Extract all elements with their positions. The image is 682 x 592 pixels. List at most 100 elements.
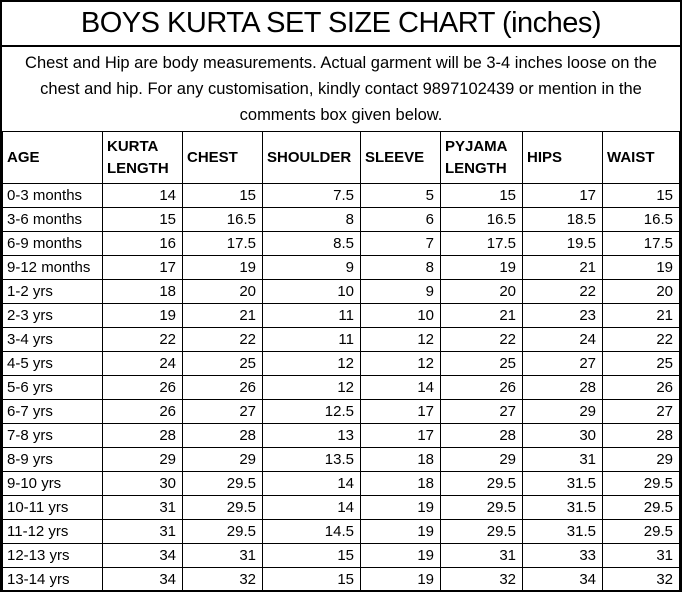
value-cell: 31.5	[522, 471, 603, 496]
value-cell: 19	[360, 519, 441, 544]
column-header: HIPS	[522, 131, 603, 184]
value-cell: 17	[102, 255, 183, 280]
value-cell: 31	[602, 543, 680, 568]
value-cell: 15	[102, 207, 183, 232]
value-cell: 14	[262, 495, 361, 520]
value-cell: 12	[262, 351, 361, 376]
value-cell: 16.5	[440, 207, 523, 232]
value-cell: 15	[440, 183, 523, 208]
column-header: WAIST	[602, 131, 680, 184]
value-cell: 18	[360, 471, 441, 496]
value-cell: 21	[440, 303, 523, 328]
table-row: 7-8 yrs 28 28 13 17 28 30 28	[2, 423, 680, 448]
value-cell: 21	[522, 255, 603, 280]
value-cell: 15	[602, 183, 680, 208]
value-cell: 19	[360, 495, 441, 520]
value-cell: 13.5	[262, 447, 361, 472]
value-cell: 27	[602, 399, 680, 424]
value-cell: 15	[182, 183, 263, 208]
value-cell: 29	[602, 447, 680, 472]
value-cell: 30	[102, 471, 183, 496]
value-cell: 31	[522, 447, 603, 472]
age-cell: 2-3 yrs	[2, 303, 103, 328]
value-cell: 20	[440, 279, 523, 304]
value-cell: 31	[102, 519, 183, 544]
value-cell: 19	[182, 255, 263, 280]
value-cell: 7.5	[262, 183, 361, 208]
value-cell: 24	[522, 327, 603, 352]
age-cell: 13-14 yrs	[2, 567, 103, 590]
age-cell: 9-10 yrs	[2, 471, 103, 496]
value-cell: 8	[360, 255, 441, 280]
age-cell: 12-13 yrs	[2, 543, 103, 568]
table-row: 6-7 yrs 26 27 12.5 17 27 29 27	[2, 399, 680, 424]
column-header: PYJAMA LENGTH	[440, 131, 523, 184]
value-cell: 5	[360, 183, 441, 208]
table-row: 2-3 yrs 19 21 11 10 21 23 21	[2, 303, 680, 328]
title-box: BOYS KURTA SET SIZE CHART (inches)	[2, 2, 680, 47]
value-cell: 29.5	[182, 471, 263, 496]
value-cell: 14	[102, 183, 183, 208]
value-cell: 33	[522, 543, 603, 568]
column-header: KURTA LENGTH	[102, 131, 183, 184]
age-cell: 9-12 months	[2, 255, 103, 280]
value-cell: 11	[262, 303, 361, 328]
column-header: CHEST	[182, 131, 263, 184]
value-cell: 29.5	[182, 495, 263, 520]
value-cell: 20	[182, 279, 263, 304]
value-cell: 21	[602, 303, 680, 328]
value-cell: 17	[522, 183, 603, 208]
value-cell: 29	[440, 447, 523, 472]
value-cell: 19	[440, 255, 523, 280]
table-row: 4-5 yrs 24 25 12 12 25 27 25	[2, 351, 680, 376]
value-cell: 25	[602, 351, 680, 376]
value-cell: 29.5	[602, 519, 680, 544]
value-cell: 34	[102, 543, 183, 568]
table-row: 5-6 yrs 26 26 12 14 26 28 26	[2, 375, 680, 400]
value-cell: 16	[102, 231, 183, 256]
age-cell: 1-2 yrs	[2, 279, 103, 304]
value-cell: 29	[102, 447, 183, 472]
value-cell: 34	[522, 567, 603, 590]
value-cell: 28	[440, 423, 523, 448]
value-cell: 17.5	[440, 231, 523, 256]
value-cell: 9	[360, 279, 441, 304]
value-cell: 22	[182, 327, 263, 352]
value-cell: 9	[262, 255, 361, 280]
age-cell: 6-9 months	[2, 231, 103, 256]
value-cell: 10	[360, 303, 441, 328]
value-cell: 29.5	[440, 519, 523, 544]
value-cell: 8.5	[262, 231, 361, 256]
value-cell: 34	[102, 567, 183, 590]
value-cell: 14	[262, 471, 361, 496]
value-cell: 31.5	[522, 495, 603, 520]
value-cell: 11	[262, 327, 361, 352]
value-cell: 29.5	[182, 519, 263, 544]
value-cell: 29.5	[440, 495, 523, 520]
value-cell: 22	[522, 279, 603, 304]
age-cell: 6-7 yrs	[2, 399, 103, 424]
value-cell: 22	[602, 327, 680, 352]
value-cell: 21	[182, 303, 263, 328]
column-header: SLEEVE	[360, 131, 441, 184]
value-cell: 31.5	[522, 519, 603, 544]
value-cell: 26	[440, 375, 523, 400]
value-cell: 12.5	[262, 399, 361, 424]
column-header: SHOULDER	[262, 131, 361, 184]
value-cell: 17.5	[182, 231, 263, 256]
value-cell: 29.5	[440, 471, 523, 496]
age-cell: 11-12 yrs	[2, 519, 103, 544]
value-cell: 28	[182, 423, 263, 448]
value-cell: 31	[440, 543, 523, 568]
column-header: AGE	[2, 131, 103, 184]
value-cell: 19.5	[522, 231, 603, 256]
value-cell: 13	[262, 423, 361, 448]
table-row: 6-9 months 16 17.5 8.5 7 17.5 19.5 17.5	[2, 231, 680, 256]
table-row: 3-6 months 15 16.5 8 6 16.5 18.5 16.5	[2, 207, 680, 232]
value-cell: 32	[182, 567, 263, 590]
value-cell: 22	[102, 327, 183, 352]
value-cell: 27	[522, 351, 603, 376]
table-row: 11-12 yrs 31 29.5 14.5 19 29.5 31.5 29.5	[2, 519, 680, 544]
value-cell: 18	[360, 447, 441, 472]
